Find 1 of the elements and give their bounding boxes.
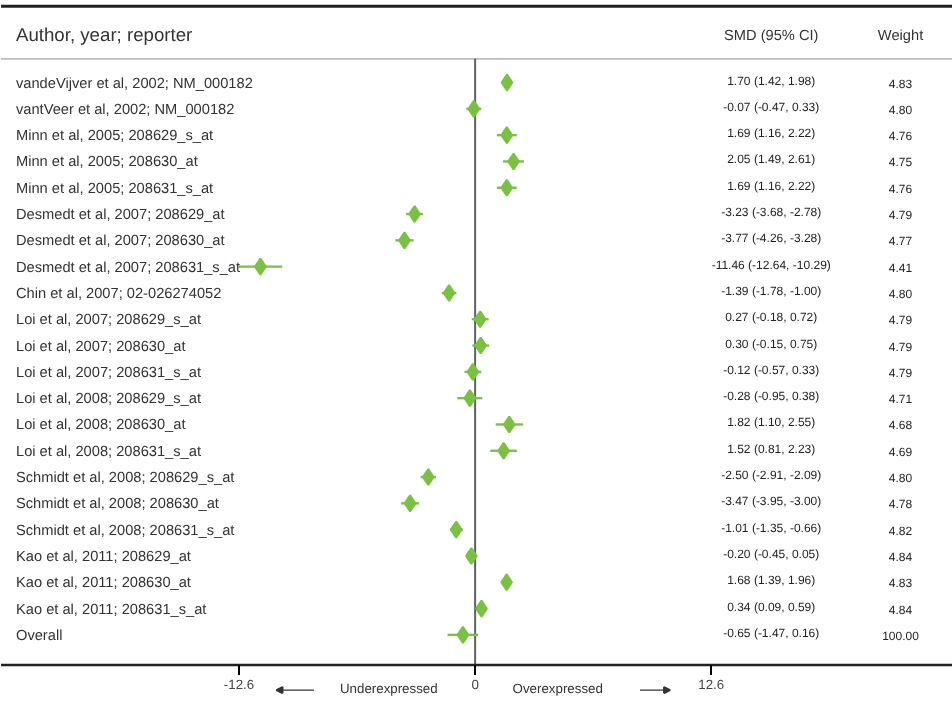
chart-title: Author, year; reporter xyxy=(15,25,193,46)
